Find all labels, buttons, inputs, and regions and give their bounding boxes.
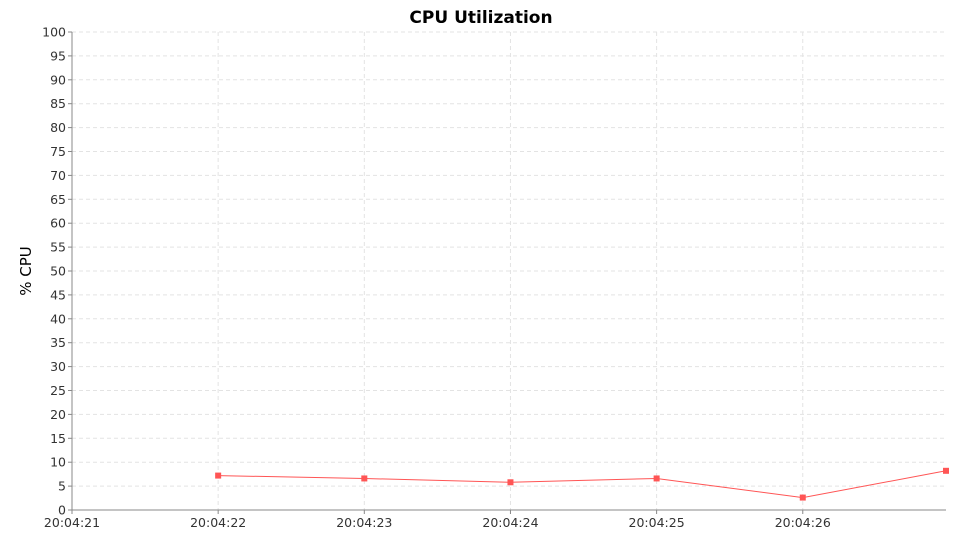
data-point (799, 494, 806, 501)
y-tick-label: 25 (50, 383, 66, 398)
y-tick-label: 15 (50, 431, 66, 446)
y-tick-label: 65 (50, 192, 66, 207)
y-tick-label: 70 (50, 168, 66, 183)
cpu-series-line (218, 470, 947, 499)
y-tick-label: 0 (58, 503, 66, 518)
y-axis-label: % CPU (17, 246, 35, 296)
y-tick-label: 20 (50, 407, 66, 422)
grid (72, 31, 946, 510)
y-tick-label: 95 (50, 48, 66, 63)
series-layer (215, 467, 949, 501)
y-tick-label: 10 (50, 455, 66, 470)
y-tick-label: 60 (50, 216, 66, 231)
x-tick-label: 20:04:22 (190, 515, 246, 530)
y-tick-label: 40 (50, 311, 66, 326)
data-point (361, 475, 368, 482)
data-point (215, 472, 222, 479)
y-tick-label: 35 (50, 335, 66, 350)
axes: 0 5 10 15 20 25 30 35 40 45 50 55 60 65 70 75 80 85 90 95 10… (42, 25, 946, 530)
data-point (943, 467, 949, 474)
y-tick-label: 55 (50, 240, 66, 255)
y-tick-label: 85 (50, 96, 66, 111)
x-tick-label: 20:04:24 (482, 515, 538, 530)
y-tick-label: 5 (58, 479, 66, 494)
y-tick-label: 100 (42, 25, 66, 40)
y-tick-label: 80 (50, 120, 66, 135)
y-tick-label: 75 (50, 144, 66, 159)
y-tick-label: 45 (50, 287, 66, 302)
y-tick-label: 30 (50, 359, 66, 374)
y-tick-label: 90 (50, 72, 66, 87)
data-point (507, 479, 514, 486)
x-tick-label: 20:04:25 (629, 515, 685, 530)
x-tick-label: 20:04:23 (336, 515, 392, 530)
x-tick-label: 20:04:21 (44, 515, 100, 530)
data-point (653, 475, 660, 482)
x-tick-label: 20:04:26 (775, 515, 831, 530)
chart-title: CPU Utilization (409, 8, 552, 28)
y-tick-label: 50 (50, 264, 66, 279)
